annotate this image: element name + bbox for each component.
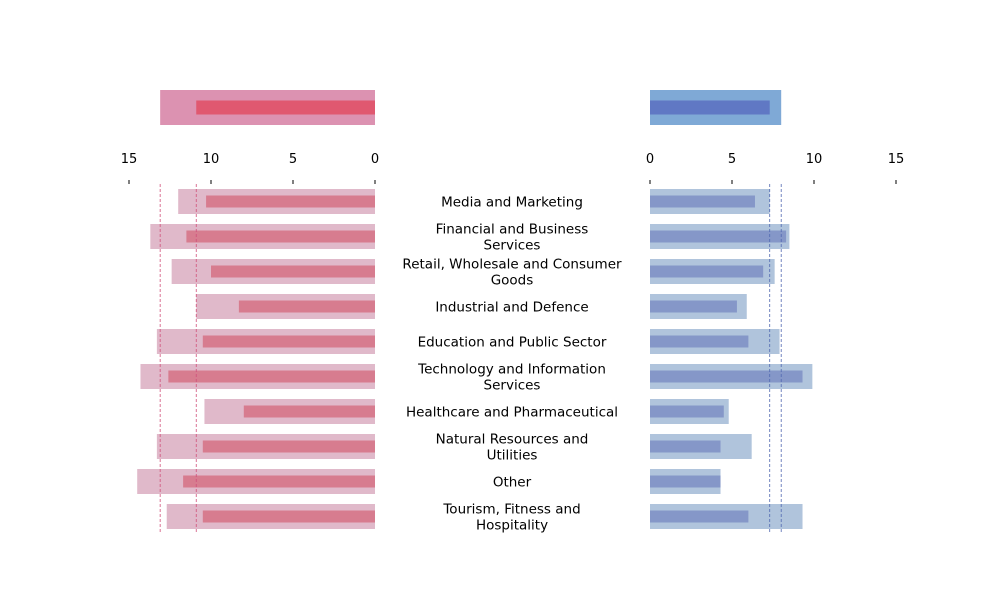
- left-bars: [137, 189, 375, 529]
- left-inner-bar: [238, 300, 375, 313]
- category-label-line: Goods: [491, 273, 534, 289]
- reference-lines: [159, 184, 782, 534]
- left-tick-label: 10: [203, 152, 220, 167]
- left-inner-bar: [202, 335, 375, 348]
- right-tick-label: 10: [806, 152, 823, 167]
- category-label-line: Services: [484, 378, 541, 394]
- category-label: Healthcare and Pharmaceutical: [406, 405, 618, 421]
- category-label: Other: [493, 475, 532, 491]
- right-summary-inner-bar: [650, 100, 770, 115]
- right-inner-bar: [650, 510, 749, 523]
- right-inner-bar: [650, 440, 721, 453]
- category-label: Technology and Information Services: [417, 362, 606, 394]
- left-tick-label: 15: [121, 152, 138, 167]
- right-x-axis: 0 5 10 15: [646, 152, 904, 184]
- category-label: Industrial and Defence: [435, 300, 588, 316]
- category-label: Retail, Wholesale and Consumer Goods: [402, 257, 622, 289]
- left-inner-bar: [211, 265, 375, 278]
- left-tick-label: 0: [371, 152, 379, 167]
- right-bars: [650, 189, 813, 529]
- right-inner-bar: [650, 300, 737, 313]
- left-x-axis: 15 10 5 0: [121, 152, 379, 184]
- category-label-line: Retail, Wholesale and Consumer: [402, 257, 622, 273]
- left-summary-inner-bar: [196, 100, 375, 115]
- right-summary-panel: [650, 90, 782, 125]
- right-tick-label: 5: [728, 152, 736, 167]
- category-labels: Media and Marketing Financial and Busines…: [402, 195, 622, 534]
- category-label: Education and Public Sector: [418, 335, 607, 351]
- category-label: Media and Marketing: [441, 195, 583, 211]
- right-inner-bar: [650, 195, 755, 208]
- left-inner-bar: [202, 510, 375, 523]
- category-label-line: Tourism, Fitness and: [442, 502, 580, 518]
- right-tick-label: 0: [646, 152, 654, 167]
- right-inner-bar: [650, 475, 721, 488]
- category-label-line: Hospitality: [476, 518, 548, 534]
- left-inner-bar: [206, 195, 375, 208]
- right-inner-bar: [650, 230, 787, 243]
- right-inner-bar: [650, 370, 803, 383]
- category-label-line: Technology and Information: [417, 362, 606, 378]
- right-inner-bar: [650, 405, 724, 418]
- category-label-line: Utilities: [487, 448, 538, 464]
- right-tick-label: 15: [888, 152, 905, 167]
- category-label: Financial and Business Services: [436, 222, 589, 254]
- right-inner-bar: [650, 265, 764, 278]
- left-tick-label: 5: [289, 152, 297, 167]
- category-label-line: Financial and Business: [436, 222, 589, 238]
- category-label: Tourism, Fitness and Hospitality: [442, 502, 580, 534]
- left-inner-bar: [168, 370, 375, 383]
- right-inner-bar: [650, 335, 749, 348]
- category-label: Natural Resources and Utilities: [436, 432, 589, 464]
- left-inner-bar: [202, 440, 375, 453]
- category-label-line: Natural Resources and: [436, 432, 589, 448]
- category-label-line: Services: [484, 238, 541, 254]
- left-inner-bar: [186, 230, 375, 243]
- left-summary-panel: [160, 90, 375, 125]
- left-inner-bar: [183, 475, 375, 488]
- left-inner-bar: [243, 405, 375, 418]
